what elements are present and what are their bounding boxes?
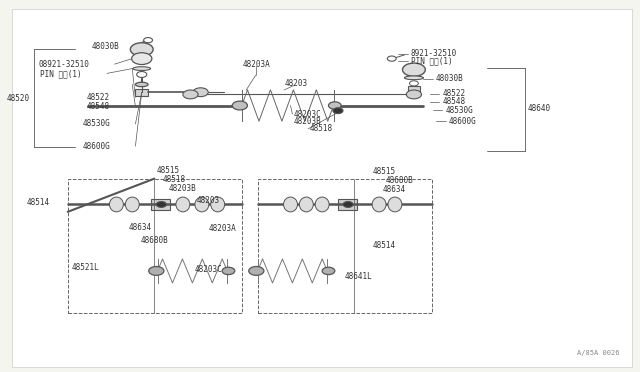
Circle shape <box>232 101 248 110</box>
Bar <box>257 179 431 313</box>
Circle shape <box>249 266 264 275</box>
Text: 48522: 48522 <box>442 89 465 98</box>
Text: 48634: 48634 <box>382 185 405 194</box>
Ellipse shape <box>372 197 386 212</box>
Circle shape <box>143 38 152 43</box>
Text: 48680B: 48680B <box>141 236 168 245</box>
Text: 08921-32510: 08921-32510 <box>38 60 89 69</box>
Text: 48518: 48518 <box>310 124 333 133</box>
Text: 48600G: 48600G <box>449 117 476 126</box>
Text: A/85A 0026: A/85A 0026 <box>577 350 620 356</box>
Text: 48680B: 48680B <box>385 176 413 185</box>
Text: 48634: 48634 <box>129 223 152 232</box>
Circle shape <box>148 266 164 275</box>
Circle shape <box>343 202 353 208</box>
Ellipse shape <box>195 197 209 212</box>
Bar <box>68 179 242 313</box>
Text: 48203C: 48203C <box>195 264 222 273</box>
Ellipse shape <box>133 67 150 70</box>
Circle shape <box>183 90 198 99</box>
Ellipse shape <box>176 197 190 212</box>
Text: 48548: 48548 <box>442 97 465 106</box>
Text: 48600G: 48600G <box>83 142 110 151</box>
Circle shape <box>156 202 166 208</box>
Text: 48522: 48522 <box>87 93 110 102</box>
Bar <box>408 86 420 91</box>
Circle shape <box>193 88 208 97</box>
Text: 48530G: 48530G <box>83 119 110 128</box>
Bar <box>136 89 148 96</box>
Circle shape <box>403 63 426 76</box>
Text: 48203: 48203 <box>197 196 220 205</box>
Text: 48203B: 48203B <box>169 185 196 193</box>
Text: 48515: 48515 <box>372 167 396 176</box>
Text: 48521L: 48521L <box>72 263 99 272</box>
Circle shape <box>137 71 147 77</box>
Bar <box>151 199 170 210</box>
Text: 48530G: 48530G <box>445 106 474 115</box>
Circle shape <box>410 81 419 86</box>
Circle shape <box>322 267 335 275</box>
Ellipse shape <box>125 197 140 212</box>
Text: 48548: 48548 <box>87 102 110 111</box>
Text: 48520: 48520 <box>6 94 29 103</box>
Ellipse shape <box>300 197 313 212</box>
Bar <box>338 199 357 210</box>
Text: 48640: 48640 <box>528 104 551 113</box>
Circle shape <box>222 267 235 275</box>
Text: 48514: 48514 <box>372 241 396 250</box>
Text: 48518: 48518 <box>163 175 186 184</box>
Text: 48514: 48514 <box>27 198 50 207</box>
Text: PIN ピン(1): PIN ピン(1) <box>411 57 452 66</box>
Ellipse shape <box>388 197 402 212</box>
Circle shape <box>131 43 153 56</box>
Text: 48030B: 48030B <box>436 74 464 83</box>
Text: 48641L: 48641L <box>344 272 372 281</box>
Circle shape <box>387 56 396 61</box>
Circle shape <box>333 108 343 113</box>
Text: 48203A: 48203A <box>243 60 271 69</box>
Ellipse shape <box>404 76 424 80</box>
Text: PIN ピン(1): PIN ピン(1) <box>40 69 82 78</box>
Text: 8921-32510: 8921-32510 <box>411 49 457 58</box>
Ellipse shape <box>109 197 124 212</box>
Text: 48203C: 48203C <box>294 109 321 119</box>
Text: 48203B: 48203B <box>294 117 321 126</box>
Circle shape <box>328 102 341 109</box>
Text: 48030B: 48030B <box>92 42 120 51</box>
Text: 48203A: 48203A <box>208 224 236 233</box>
Text: 48203: 48203 <box>284 79 307 88</box>
Circle shape <box>406 90 422 99</box>
Ellipse shape <box>136 82 148 87</box>
Text: 48515: 48515 <box>156 166 179 175</box>
Ellipse shape <box>284 197 298 212</box>
Circle shape <box>132 53 152 64</box>
Ellipse shape <box>315 197 329 212</box>
Ellipse shape <box>211 197 225 212</box>
